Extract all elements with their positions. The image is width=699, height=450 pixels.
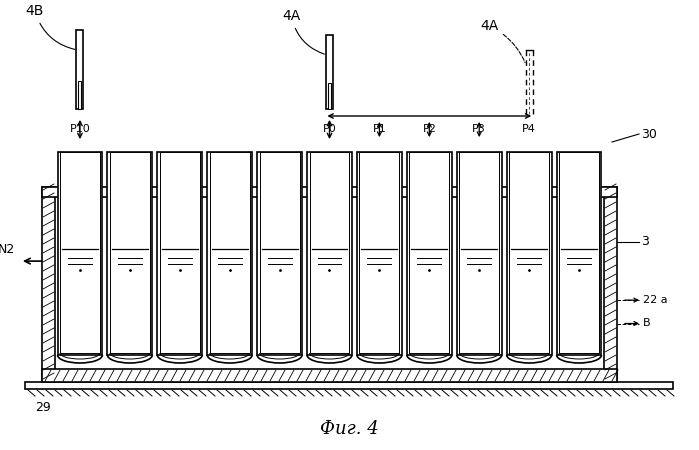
- Text: 30: 30: [641, 127, 657, 140]
- Text: 3: 3: [641, 235, 649, 248]
- Bar: [509, 152, 549, 353]
- Text: P0: P0: [323, 124, 336, 134]
- Text: P1: P1: [373, 124, 387, 134]
- Bar: [357, 152, 402, 355]
- Bar: [556, 152, 602, 355]
- Text: 4B: 4B: [26, 4, 75, 50]
- Bar: [42, 187, 55, 382]
- Bar: [108, 152, 152, 355]
- Text: Фиг. 4: Фиг. 4: [319, 420, 378, 438]
- Text: 4A: 4A: [480, 19, 525, 63]
- Bar: [259, 152, 300, 353]
- Bar: [604, 187, 617, 382]
- Bar: [459, 152, 499, 353]
- Bar: [207, 152, 252, 355]
- Bar: [160, 152, 200, 353]
- Bar: [78, 81, 82, 109]
- Bar: [328, 83, 331, 109]
- Text: P10: P10: [70, 124, 90, 134]
- Bar: [157, 152, 202, 355]
- Bar: [42, 369, 617, 382]
- Bar: [559, 152, 599, 353]
- Bar: [42, 187, 617, 197]
- Text: P2: P2: [422, 124, 436, 134]
- Text: P3: P3: [473, 124, 486, 134]
- Bar: [110, 152, 150, 353]
- Text: P4: P4: [522, 124, 536, 134]
- Bar: [507, 152, 552, 355]
- Bar: [407, 152, 452, 355]
- Bar: [456, 152, 502, 355]
- Bar: [210, 152, 250, 353]
- Bar: [359, 152, 399, 353]
- Text: 29: 29: [35, 401, 51, 414]
- Bar: [76, 30, 83, 109]
- Bar: [307, 152, 352, 355]
- Bar: [60, 152, 100, 353]
- Bar: [326, 35, 333, 109]
- Bar: [57, 152, 103, 355]
- Text: 22 a: 22 a: [643, 295, 668, 305]
- Bar: [410, 152, 449, 353]
- Bar: [257, 152, 302, 355]
- Text: 4A: 4A: [282, 9, 324, 54]
- Text: B: B: [643, 319, 651, 328]
- Text: N2: N2: [0, 243, 15, 256]
- Bar: [310, 152, 350, 353]
- Bar: [25, 382, 673, 389]
